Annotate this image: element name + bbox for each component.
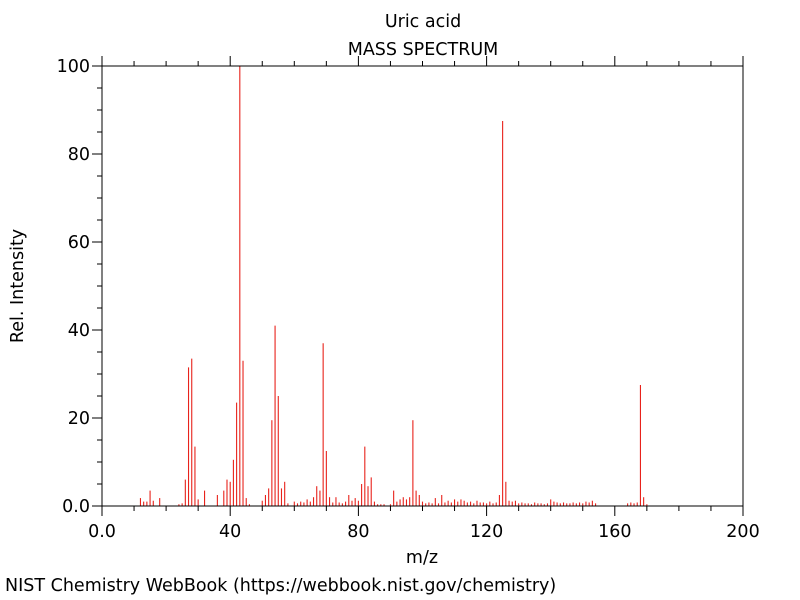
y-tick-label: 0.0	[62, 497, 90, 517]
y-tick-label: 80	[68, 145, 90, 165]
chart-subtitle: MASS SPECTRUM	[348, 40, 499, 60]
axis-ticks: 0.0 40 80 120 160 200 0.0 20 40 60 80 100	[57, 56, 760, 542]
x-tick-label: 80	[347, 522, 369, 542]
x-tick-label: 0.0	[88, 522, 116, 542]
y-tick-label: 40	[68, 321, 90, 341]
y-tick-label: 20	[68, 409, 90, 429]
source-credit: NIST Chemistry WebBook (https://webbook.…	[5, 576, 557, 596]
x-tick-label: 120	[470, 522, 503, 542]
y-axis-label: Rel. Intensity	[8, 229, 28, 343]
plot-frame	[101, 65, 744, 507]
x-axis-label: m/z	[406, 548, 438, 568]
y-tick-label: 60	[68, 233, 90, 253]
spectrum-peaks	[139, 66, 648, 506]
x-tick-label: 160	[598, 522, 631, 542]
chart-title: Uric acid	[385, 12, 461, 32]
x-tick-label: 200	[726, 522, 759, 542]
y-tick-label: 100	[57, 57, 90, 77]
x-tick-label: 40	[219, 522, 241, 542]
